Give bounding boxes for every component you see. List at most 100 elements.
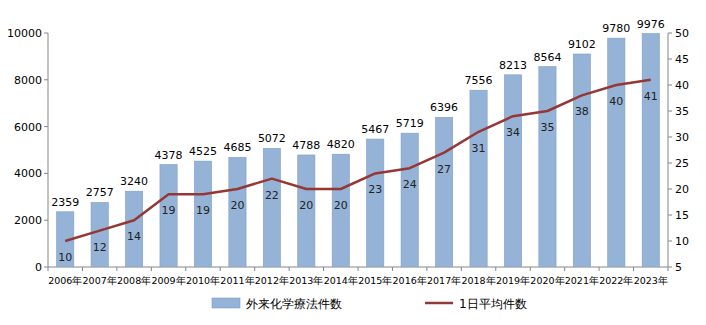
x-tick-label: 2006年 (48, 275, 82, 286)
x-tick (185, 267, 186, 271)
y2-tick (668, 215, 672, 216)
x-tick (116, 267, 117, 271)
bar-label: 7556 (465, 74, 493, 87)
x-tick (461, 267, 462, 271)
labels: 2359275732404378452546855072478848205467… (51, 18, 665, 264)
x-tick (564, 267, 565, 271)
y-tick-label: 0 (35, 261, 42, 274)
y2-tick (668, 163, 672, 164)
bar-label: 8213 (499, 59, 527, 72)
legend-swatch (212, 298, 240, 308)
bar-label: 4820 (327, 138, 355, 151)
x-tick-label: 2013年 (289, 275, 323, 286)
x-tick (289, 267, 290, 271)
x-tick (530, 267, 531, 271)
line-label: 23 (368, 183, 382, 196)
x-tick-label: 2014年 (324, 275, 358, 286)
line-label: 20 (334, 199, 348, 212)
y-tick (44, 267, 48, 268)
x-tick-label: 2016年 (393, 275, 427, 286)
bar (194, 161, 211, 267)
line-label: 31 (472, 142, 486, 155)
line-label: 24 (403, 178, 417, 191)
legend-label: 1日平均件数 (459, 297, 527, 311)
legend: 外来化学療法件数1日平均件数 (212, 297, 527, 311)
bar (401, 133, 418, 267)
line-label: 41 (644, 90, 658, 103)
line-label: 34 (506, 126, 520, 139)
x-tick (633, 267, 634, 271)
x-tick (323, 267, 324, 271)
bar-label: 5467 (361, 123, 389, 136)
x-tick-label: 2022年 (599, 275, 633, 286)
x-tick-label: 2012年 (255, 275, 289, 286)
x-tick-label: 2007年 (83, 275, 117, 286)
line-label: 27 (437, 163, 451, 176)
x-tick-label: 2008年 (117, 275, 151, 286)
y2-tick (668, 33, 672, 34)
y2-tick (668, 267, 672, 268)
y2-tick-label: 35 (675, 105, 689, 118)
bar-label: 3240 (120, 175, 148, 188)
bar (126, 191, 143, 267)
x-tick (151, 267, 152, 271)
y2-tick (668, 111, 672, 112)
y2-tick (668, 59, 672, 60)
bar (298, 155, 315, 267)
bar (332, 154, 349, 267)
y-tick-label: 10000 (7, 27, 42, 40)
line-label: 10 (58, 251, 72, 264)
bar-label: 8564 (533, 51, 561, 64)
bar (504, 75, 521, 267)
bar-label: 9102 (568, 38, 596, 51)
x-tick (495, 267, 496, 271)
bar-label: 5719 (396, 117, 424, 130)
line-label: 14 (127, 230, 141, 243)
line-label: 19 (196, 204, 210, 217)
y-tick (44, 79, 48, 80)
x-tick (254, 267, 255, 271)
y2-tick (668, 137, 672, 138)
bar (436, 117, 453, 267)
bar (642, 34, 659, 267)
y2-tick-label: 10 (675, 235, 689, 248)
y2-tick-label: 40 (675, 79, 689, 92)
y2-tick (668, 241, 672, 242)
x-tick-label: 2020年 (530, 275, 564, 286)
bar (573, 54, 590, 267)
x-tick-label: 2010年 (186, 275, 220, 286)
y2-tick-label: 20 (675, 183, 689, 196)
y-tick (44, 126, 48, 127)
x-tick (358, 267, 359, 271)
line-label: 12 (93, 241, 107, 254)
bar-label: 4685 (223, 141, 251, 154)
bar (367, 139, 384, 267)
y2-tick-label: 25 (675, 157, 689, 170)
y2-tick (668, 85, 672, 86)
line-label: 35 (540, 121, 554, 134)
legend-swatch (425, 302, 453, 305)
x-tick-label: 2017年 (427, 275, 461, 286)
y-tick-label: 2000 (14, 214, 42, 227)
line-label: 20 (299, 199, 313, 212)
x-tick-label: 2011年 (220, 275, 254, 286)
bar (229, 157, 246, 267)
y2-tick-label: 5 (675, 261, 682, 274)
bar-label: 4525 (189, 145, 217, 158)
bar-label: 4788 (292, 139, 320, 152)
bar (470, 90, 487, 267)
x-tick-label: 2015年 (358, 275, 392, 286)
bar (608, 38, 625, 267)
line-label: 20 (230, 199, 244, 212)
x-tick-label: 2019年 (496, 275, 530, 286)
x-tick (599, 267, 600, 271)
bar-label: 9976 (637, 18, 665, 31)
bar-label: 2757 (86, 186, 114, 199)
line-label: 40 (609, 95, 623, 108)
marks (57, 34, 660, 267)
x-tick-label: 2009年 (151, 275, 185, 286)
bar (539, 67, 556, 267)
y-tick (44, 220, 48, 221)
y-tick-label: 6000 (14, 121, 42, 134)
y2-tick-label: 15 (675, 209, 689, 222)
